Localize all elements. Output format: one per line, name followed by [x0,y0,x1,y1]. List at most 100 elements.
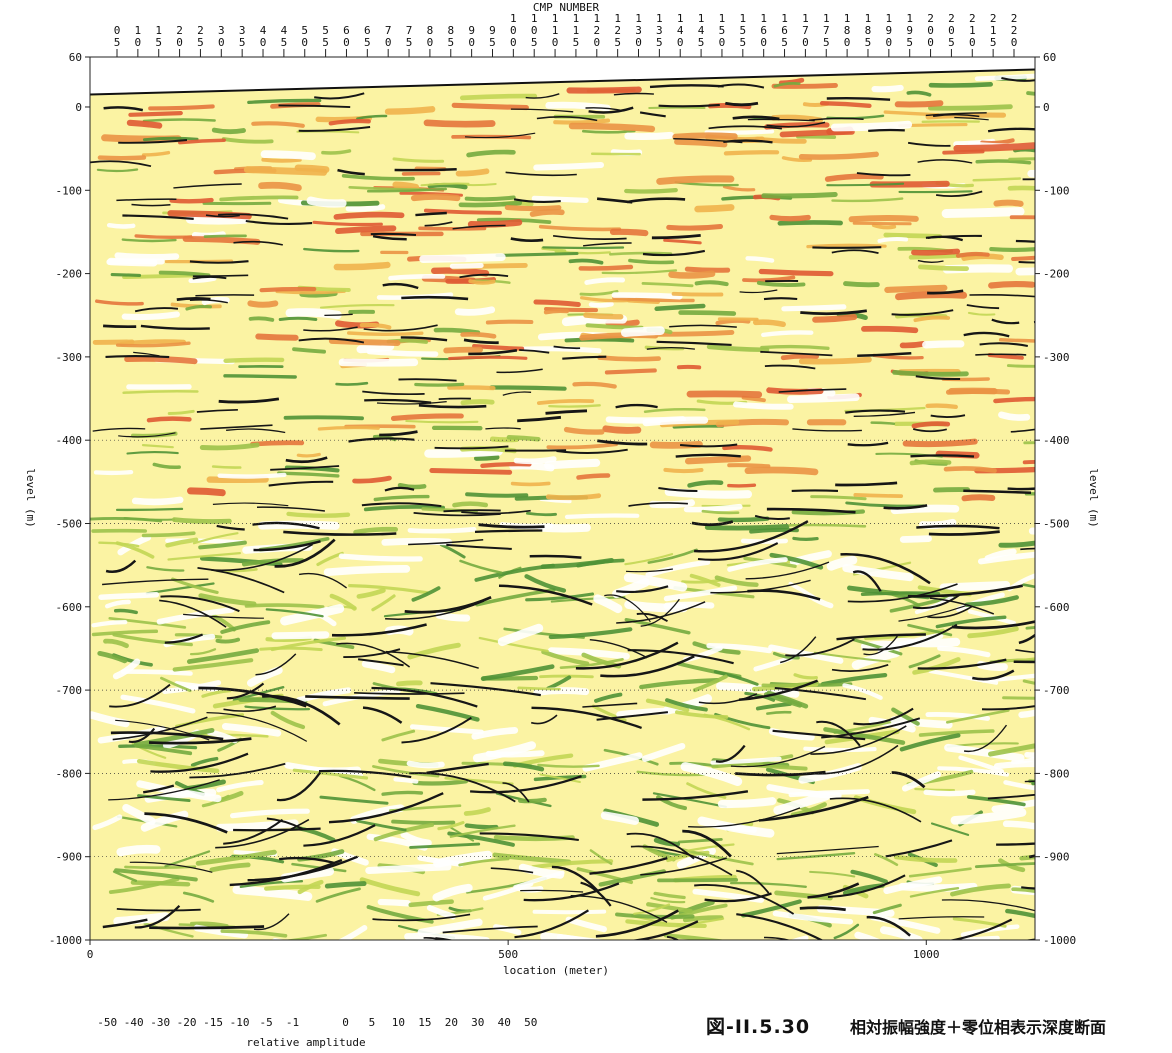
y-tick-label-right: -200 [1043,268,1070,281]
y-tick-label-left: -200 [56,268,83,281]
legend-title: relative amplitude [246,1036,365,1049]
y-tick-label-right: -700 [1043,684,1070,697]
x-tick-label: 1000 [913,948,940,961]
figure-caption: 相対振幅強度＋零位相表示深度断面 [850,1018,1107,1037]
y-axis-right-ticks: 60 0 -100 -200 -300 -400 -500 -600 -700 -800 -900 -… [1035,51,1076,947]
legend-label: -1 [286,1016,299,1029]
y-tick-label-left: -800 [56,767,83,780]
legend-label: 10 [392,1016,405,1029]
y-tick-label-right: -300 [1043,351,1070,364]
y-tick-label-right: -500 [1043,517,1070,530]
legend-label: -5 [259,1016,272,1029]
y-tick-label-left: -600 [56,601,83,614]
x-tick-label: 0 [87,948,94,961]
x-axis-label: location (meter) [503,964,609,977]
y-axis-label-left: level (m) [24,468,37,528]
plot-frame [89,56,1036,941]
y-tick-label-left: 0 [75,101,82,114]
y-tick-label-left: -500 [56,517,83,530]
figure-number: 図-II.5.30 [706,1016,811,1038]
y-axis-left-ticks: 60 0 -100 -200 -300 -400 -500 -600 -700 -800 -900 -… [49,51,90,947]
y-tick-label-right: 60 [1043,51,1056,64]
legend-label: -50 [97,1016,117,1029]
y-tick-label-left: -400 [56,434,83,447]
y-tick-label-right: -900 [1043,851,1070,864]
y-tick-label-right: 0 [1043,101,1050,114]
seismic-section-plot [89,56,1036,941]
legend-label: -40 [124,1016,144,1029]
y-tick-label-right: -400 [1043,434,1070,447]
legend-label: -15 [203,1016,223,1029]
zero-phase-lines [90,77,1035,940]
y-tick-label-left: -900 [56,851,83,864]
y-tick-label-right: -800 [1043,767,1070,780]
y-tick-label-left: -300 [56,351,83,364]
y-axis-label-right: level (m) [1087,468,1100,528]
y-tick-label-left: -700 [56,684,83,697]
cmp-number-title: CMP NUMBER [533,1,600,14]
cmp-number-ticks: 0 5 1 0 1 5 2 0 2 5 3 0 3 5 4 0 4 5 5 0 5 5 6 0 6 5 7 0 7 5 8 0 8 5 9 0 9 5 1 0… [114,12,1018,57]
legend-label: 15 [418,1016,431,1029]
y-tick-label-left: -1000 [49,934,82,947]
ground-surface-line [90,68,1035,96]
legend-label: 50 [524,1016,537,1029]
x-tick-label: 500 [498,948,518,961]
amplitude-legend: -50 -40 -30 -20 -15 -10 -5 -1 0 5 10 15 20 30 40 50 rel… [97,1016,537,1049]
y-tick-label-right: -600 [1043,601,1070,614]
legend-label: 20 [445,1016,458,1029]
above-surface-area [90,57,1035,95]
legend-label: 0 [342,1016,349,1029]
y-tick-label-right: -1000 [1043,934,1076,947]
legend-label: 30 [471,1016,484,1029]
y-tick-label-left: 60 [69,51,82,64]
y-tick-label-left: -100 [56,184,83,197]
legend-label: -30 [150,1016,170,1029]
y-tick-label-right: -100 [1043,184,1070,197]
x-axis-ticks: 0 500 1000 [87,940,940,961]
legend-label: 5 [369,1016,376,1029]
legend-label: -10 [230,1016,250,1029]
